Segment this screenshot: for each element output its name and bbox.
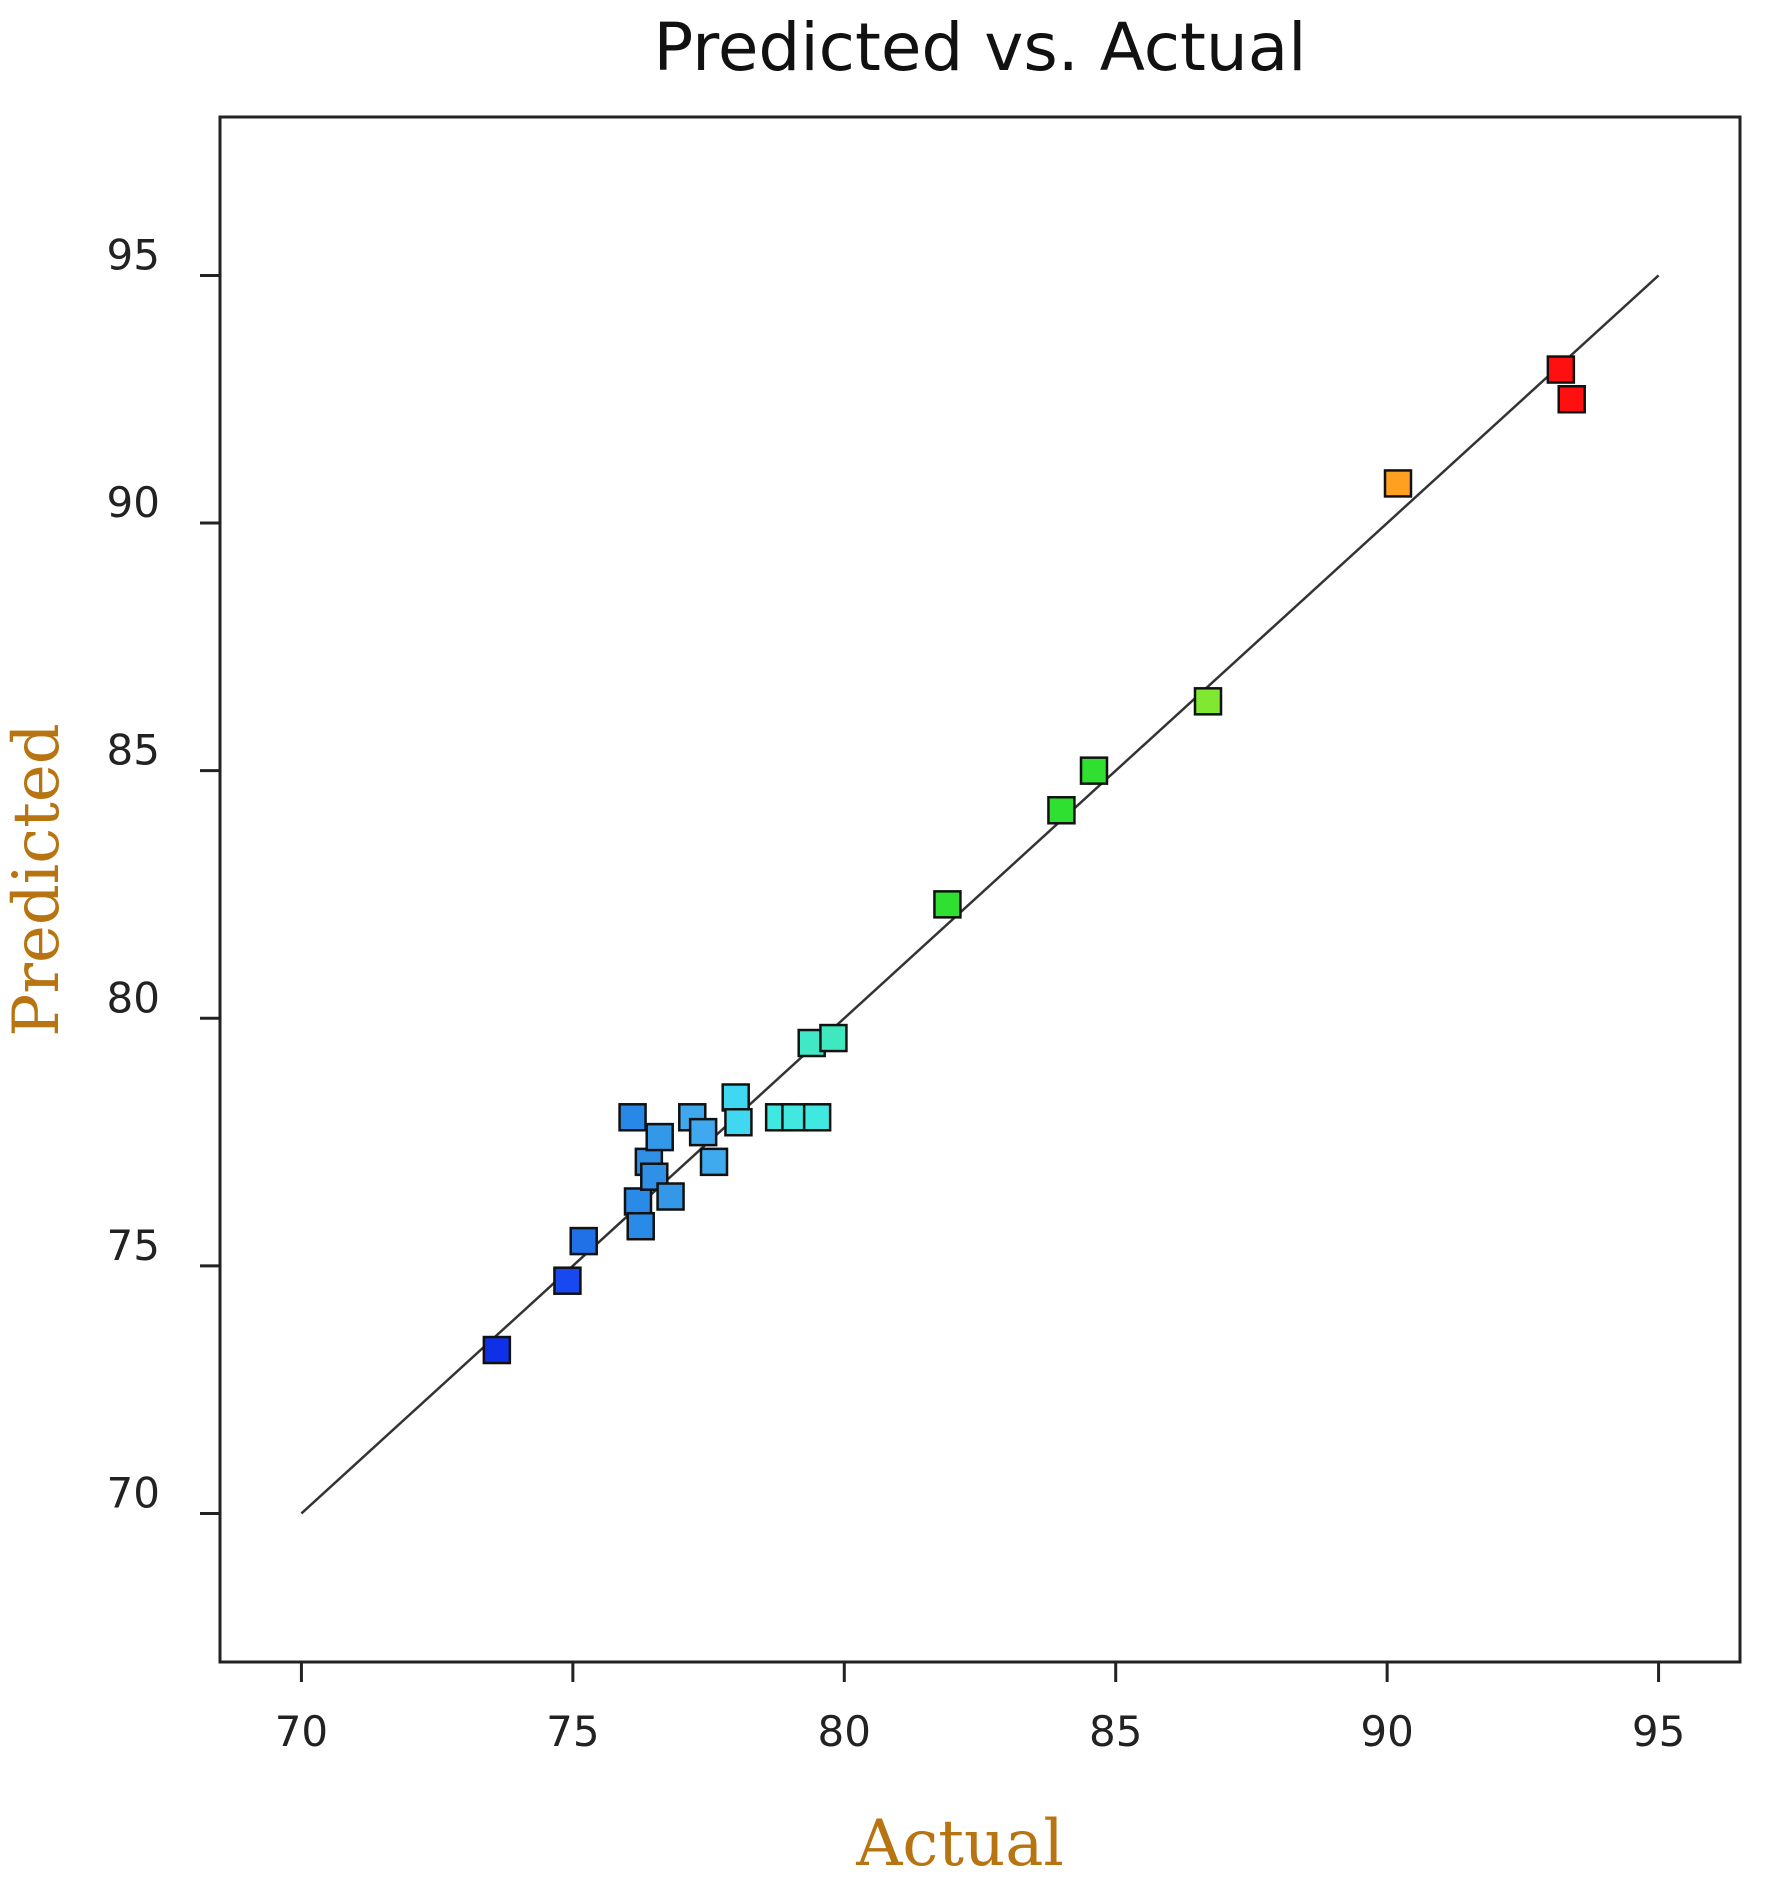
data-point xyxy=(699,1147,729,1177)
data-point xyxy=(553,1266,582,1295)
data-point xyxy=(933,890,962,919)
y-tick-label: 80 xyxy=(107,973,160,1022)
data-point xyxy=(623,1187,653,1216)
points-group xyxy=(482,355,1586,1365)
y-tick-label: 85 xyxy=(107,726,160,775)
y-axis: 70 75 80 85 90 95 xyxy=(107,230,220,1517)
x-tick-label: 70 xyxy=(275,1707,328,1756)
data-point xyxy=(1079,756,1109,785)
x-tick-label: 90 xyxy=(1360,1707,1413,1756)
data-point xyxy=(688,1117,718,1147)
chart-title: Predicted vs. Actual xyxy=(654,9,1307,86)
data-point xyxy=(1383,469,1413,498)
data-point xyxy=(1546,355,1576,384)
y-tick-label: 90 xyxy=(107,478,160,527)
data-point xyxy=(482,1335,512,1365)
y-tick-label: 70 xyxy=(107,1468,160,1517)
reference-line xyxy=(300,274,1660,1515)
reference-line-group xyxy=(300,274,1660,1515)
data-point xyxy=(721,1083,750,1112)
y-tick-label: 75 xyxy=(107,1221,160,1270)
y-tick-label: 95 xyxy=(107,230,160,279)
x-axis: 70 75 80 85 90 95 xyxy=(275,1662,1685,1756)
data-point xyxy=(1557,385,1586,414)
data-point xyxy=(1193,687,1223,716)
x-axis-label: Actual xyxy=(855,1807,1064,1877)
data-point xyxy=(645,1122,674,1152)
data-point xyxy=(819,1023,848,1053)
data-point xyxy=(802,1103,832,1132)
x-tick-label: 95 xyxy=(1632,1707,1685,1756)
x-tick-label: 85 xyxy=(1089,1707,1142,1756)
data-point xyxy=(1047,796,1076,825)
data-point xyxy=(618,1103,647,1132)
data-point xyxy=(569,1226,598,1256)
data-point xyxy=(640,1162,669,1191)
data-point xyxy=(656,1182,685,1211)
y-axis-label: Predicted xyxy=(0,723,74,1036)
data-point xyxy=(724,1107,753,1137)
x-tick-label: 80 xyxy=(818,1707,871,1756)
x-tick-label: 75 xyxy=(546,1707,599,1756)
data-point xyxy=(626,1211,655,1241)
plot-frame xyxy=(218,115,1742,1664)
